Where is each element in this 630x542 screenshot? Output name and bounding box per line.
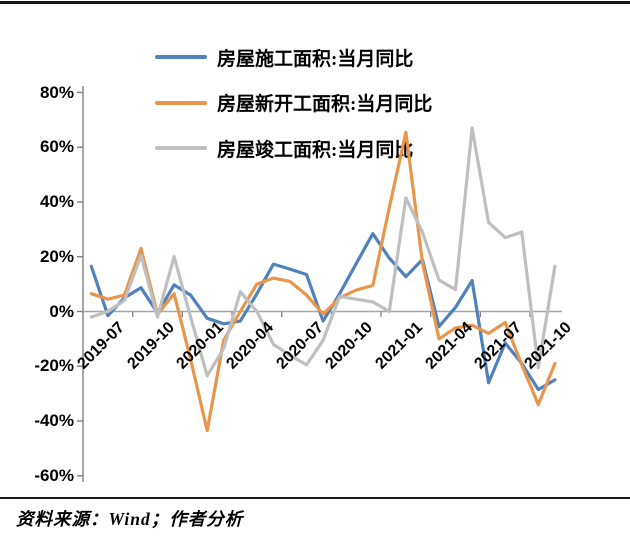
y-tick-label: 80% bbox=[39, 82, 74, 102]
series-line-2 bbox=[89, 126, 557, 378]
y-tick-label: 60% bbox=[39, 137, 74, 157]
legend-item: 房屋施工面积:当月同比 bbox=[155, 45, 414, 70]
source-note: 资料来源：Wind；作者分析 bbox=[16, 509, 244, 529]
y-tick-label: -60% bbox=[34, 465, 74, 485]
legend-line-swatch bbox=[155, 55, 207, 59]
legend-label: 房屋施工面积:当月同比 bbox=[217, 48, 414, 70]
legend-label: 房屋新开工面积:当月同比 bbox=[217, 94, 433, 115]
bottom-divider bbox=[0, 497, 630, 499]
legend-label: 房屋竣工面积:当月同比 bbox=[217, 139, 414, 161]
y-tick-label: 20% bbox=[39, 246, 74, 266]
y-tick-label: -20% bbox=[34, 356, 74, 376]
y-tick-label: 40% bbox=[39, 192, 74, 211]
y-tick-label: 0% bbox=[49, 301, 74, 321]
series-line-1 bbox=[89, 130, 557, 433]
y-tick-label: -40% bbox=[34, 411, 74, 430]
legend-line-swatch bbox=[155, 146, 207, 150]
series-line-0 bbox=[89, 232, 557, 392]
legend-line-swatch bbox=[155, 100, 207, 105]
legend-item: 房屋竣工面积:当月同比 bbox=[155, 136, 414, 161]
legend-item: 房屋新开工面积:当月同比 bbox=[155, 91, 432, 115]
top-divider bbox=[0, 1, 630, 4]
